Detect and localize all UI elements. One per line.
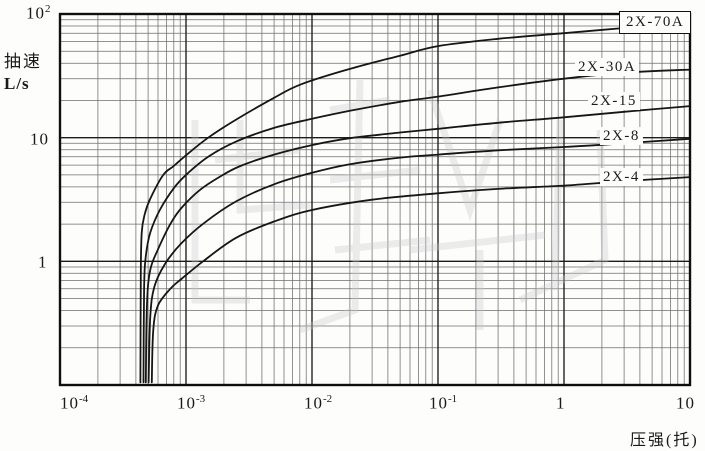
y-tick-1: 1 — [38, 252, 48, 272]
curve-label-2x-70a: 2X-70A — [619, 11, 692, 34]
grid-minor-lines — [60, 14, 690, 385]
plot-frame — [58, 12, 692, 387]
x-tick-10: 10 — [676, 393, 695, 413]
y-axis-title: 抽速 — [4, 52, 42, 71]
curve-label-2x-30a: 2X-30A — [575, 58, 640, 76]
grid-minor-path — [60, 14, 690, 385]
curve-2x-15 — [144, 105, 690, 384]
curve-2x-8 — [147, 137, 690, 384]
x-tick-1e-3: 10-3 — [177, 393, 206, 413]
x-tick-1e-1: 10-1 — [429, 393, 458, 413]
curve-label-2x-4: 2X-4 — [600, 168, 643, 186]
curve-2x-70a — [139, 22, 690, 384]
curve-label-2x-15: 2X-15 — [588, 92, 640, 110]
x-axis-title: 压强(托) — [630, 432, 699, 449]
speed-curves — [139, 22, 690, 384]
y-tick-10: 10 — [30, 129, 49, 149]
x-tick-1e-2: 10-2 — [304, 393, 333, 413]
y-axis-unit: L/s — [4, 74, 30, 93]
curve-2x-30a — [142, 68, 690, 384]
x-tick-1: 1 — [556, 393, 566, 413]
curve-label-2x-8: 2X-8 — [600, 127, 643, 145]
y-tick-100: 102 — [26, 3, 51, 23]
x-tick-1e-4: 10-4 — [60, 393, 89, 413]
curve-2x-4 — [150, 176, 690, 384]
